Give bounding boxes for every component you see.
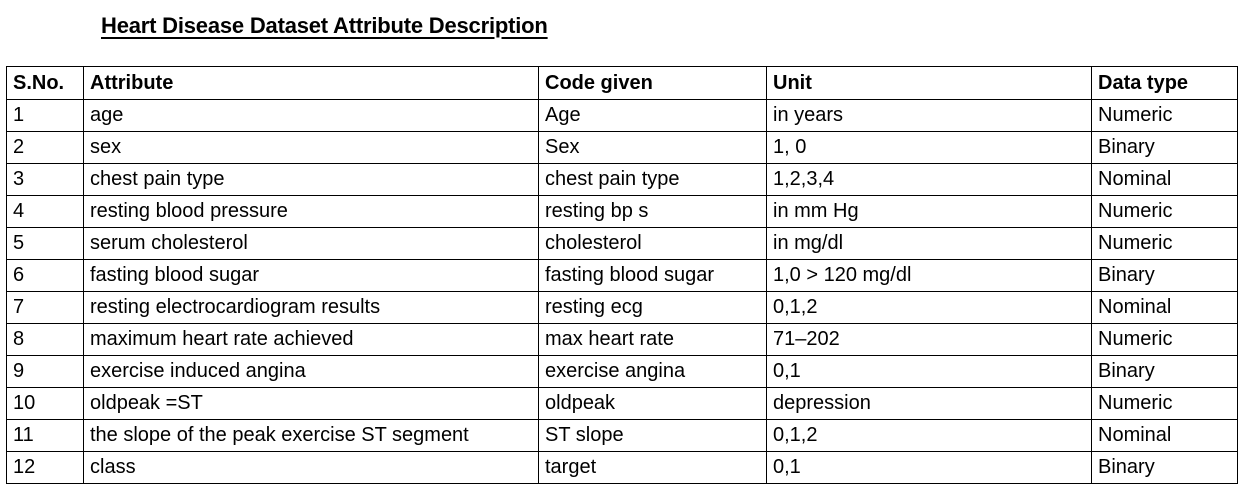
table-body: 1 age Age in years Numeric 2 sex Sex 1, …	[6, 99, 1238, 484]
cell-unit: 0,1,2	[766, 291, 1092, 324]
cell-attribute: resting electrocardiogram results	[83, 291, 539, 324]
cell-data-type: Nominal	[1091, 163, 1238, 196]
cell-sno: 3	[6, 163, 84, 196]
cell-sno: 12	[6, 451, 84, 484]
cell-attribute: fasting blood sugar	[83, 259, 539, 292]
table-row: 12 class target 0,1 Binary	[6, 451, 1238, 484]
cell-data-type: Numeric	[1091, 195, 1238, 228]
cell-unit: 71–202	[766, 323, 1092, 356]
document-title: Heart Disease Dataset Attribute Descript…	[101, 13, 548, 38]
cell-unit: depression	[766, 387, 1092, 420]
cell-data-type: Numeric	[1091, 387, 1238, 420]
cell-attribute: maximum heart rate achieved	[83, 323, 539, 356]
cell-code-given: max heart rate	[538, 323, 767, 356]
cell-data-type: Binary	[1091, 451, 1238, 484]
cell-data-type: Binary	[1091, 259, 1238, 292]
cell-unit: 1,2,3,4	[766, 163, 1092, 196]
header-attribute: Attribute	[83, 66, 539, 100]
cell-unit: 1,0 > 120 mg/dl	[766, 259, 1092, 292]
cell-code-given: chest pain type	[538, 163, 767, 196]
cell-sno: 10	[6, 387, 84, 420]
cell-code-given: resting bp s	[538, 195, 767, 228]
cell-attribute: serum cholesterol	[83, 227, 539, 260]
table-row: 3 chest pain type chest pain type 1,2,3,…	[6, 163, 1238, 196]
cell-sno: 4	[6, 195, 84, 228]
cell-data-type: Binary	[1091, 355, 1238, 388]
header-sno: S.No.	[6, 66, 84, 100]
cell-sno: 1	[6, 99, 84, 132]
cell-attribute: age	[83, 99, 539, 132]
table-row: 6 fasting blood sugar fasting blood suga…	[6, 259, 1238, 292]
cell-attribute: the slope of the peak exercise ST segmen…	[83, 419, 539, 452]
cell-code-given: cholesterol	[538, 227, 767, 260]
cell-code-given: Age	[538, 99, 767, 132]
cell-attribute: resting blood pressure	[83, 195, 539, 228]
cell-unit: in years	[766, 99, 1092, 132]
cell-sno: 11	[6, 419, 84, 452]
header-row: S.No. Attribute Code given Unit Data typ…	[6, 66, 1238, 100]
cell-code-given: target	[538, 451, 767, 484]
cell-code-given: Sex	[538, 131, 767, 164]
cell-unit: 0,1,2	[766, 419, 1092, 452]
table-row: 7 resting electrocardiogram results rest…	[6, 291, 1238, 324]
cell-sno: 2	[6, 131, 84, 164]
table-row: 9 exercise induced angina exercise angin…	[6, 355, 1238, 388]
cell-data-type: Numeric	[1091, 99, 1238, 132]
cell-sno: 5	[6, 227, 84, 260]
header-unit: Unit	[766, 66, 1092, 100]
table-row: 4 resting blood pressure resting bp s in…	[6, 195, 1238, 228]
table-header: S.No. Attribute Code given Unit Data typ…	[6, 66, 1238, 100]
cell-code-given: exercise angina	[538, 355, 767, 388]
table-row: 1 age Age in years Numeric	[6, 99, 1238, 132]
cell-sno: 7	[6, 291, 84, 324]
cell-unit: 1, 0	[766, 131, 1092, 164]
cell-attribute: sex	[83, 131, 539, 164]
cell-sno: 6	[6, 259, 84, 292]
cell-data-type: Numeric	[1091, 227, 1238, 260]
table-row: 8 maximum heart rate achieved max heart …	[6, 323, 1238, 356]
cell-attribute: chest pain type	[83, 163, 539, 196]
cell-code-given: ST slope	[538, 419, 767, 452]
cell-data-type: Numeric	[1091, 323, 1238, 356]
cell-unit: 0,1	[766, 355, 1092, 388]
cell-data-type: Nominal	[1091, 419, 1238, 452]
cell-sno: 8	[6, 323, 84, 356]
cell-sno: 9	[6, 355, 84, 388]
table-row: 5 serum cholesterol cholesterol in mg/dl…	[6, 227, 1238, 260]
table-row: 2 sex Sex 1, 0 Binary	[6, 131, 1238, 164]
header-code-given: Code given	[538, 66, 767, 100]
cell-data-type: Nominal	[1091, 291, 1238, 324]
cell-attribute: class	[83, 451, 539, 484]
table-row: 10 oldpeak =ST oldpeak depression Numeri…	[6, 387, 1238, 420]
cell-data-type: Binary	[1091, 131, 1238, 164]
attribute-table: S.No. Attribute Code given Unit Data typ…	[6, 66, 1238, 484]
cell-code-given: resting ecg	[538, 291, 767, 324]
cell-code-given: fasting blood sugar	[538, 259, 767, 292]
cell-unit: 0,1	[766, 451, 1092, 484]
table-row: 11 the slope of the peak exercise ST seg…	[6, 419, 1238, 452]
cell-attribute: exercise induced angina	[83, 355, 539, 388]
cell-code-given: oldpeak	[538, 387, 767, 420]
cell-unit: in mg/dl	[766, 227, 1092, 260]
cell-attribute: oldpeak =ST	[83, 387, 539, 420]
cell-unit: in mm Hg	[766, 195, 1092, 228]
header-data-type: Data type	[1091, 66, 1238, 100]
